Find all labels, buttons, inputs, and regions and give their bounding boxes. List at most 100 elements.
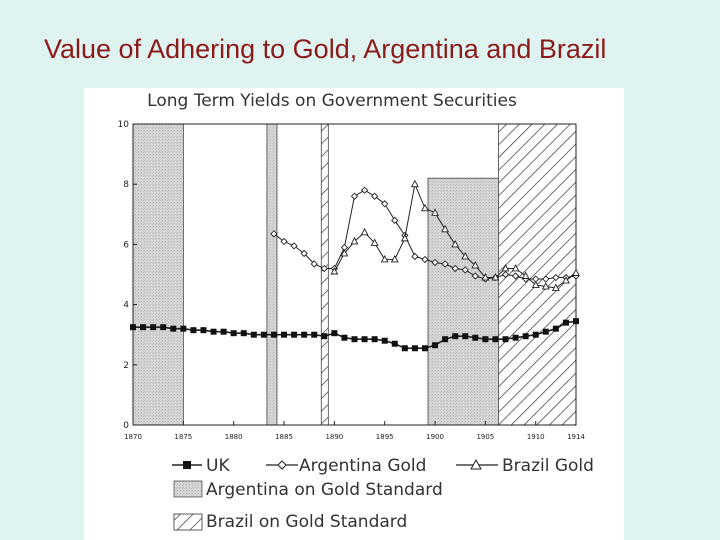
argentina-gold-point bbox=[451, 264, 459, 273]
brazil-gold-point bbox=[531, 280, 540, 288]
uk-point bbox=[472, 334, 479, 341]
x-tick-label: 1895 bbox=[376, 433, 394, 441]
brazil-gold-point bbox=[421, 203, 429, 212]
legend-brazil-marker bbox=[470, 458, 482, 470]
uk-point bbox=[180, 325, 187, 332]
uk-point bbox=[150, 324, 157, 331]
uk-point bbox=[250, 331, 257, 338]
uk-point bbox=[492, 336, 499, 343]
uk-point bbox=[391, 340, 398, 347]
uk-point bbox=[562, 319, 569, 326]
argentina-gold-point bbox=[310, 260, 318, 268]
brazil-gold-point bbox=[350, 236, 359, 245]
y-tick-label: 2 bbox=[123, 361, 129, 371]
argentina-gold-point bbox=[280, 237, 288, 246]
uk-point bbox=[351, 336, 358, 343]
argentina-gold-point bbox=[471, 272, 479, 280]
argentina-gold-point bbox=[461, 266, 469, 274]
x-tick-label: 1900 bbox=[426, 433, 444, 441]
brazil-gold-point bbox=[340, 248, 349, 257]
y-tick-label: 8 bbox=[123, 180, 129, 190]
uk-point bbox=[452, 333, 459, 340]
argentina-gold-point bbox=[431, 258, 439, 267]
uk-point bbox=[361, 336, 368, 343]
chart-figure: Long Term Yields on Government Securitie… bbox=[84, 88, 624, 540]
uk-point bbox=[532, 331, 539, 338]
brazil-gold-point bbox=[481, 273, 490, 281]
brazil-gold-point bbox=[572, 268, 580, 276]
argentina-gold-point bbox=[360, 186, 369, 194]
argentina-gold-point bbox=[501, 270, 510, 279]
argentina-gold-point bbox=[270, 230, 278, 238]
uk-point bbox=[311, 331, 318, 338]
y-tick-label: 10 bbox=[118, 120, 130, 130]
legend-uk-label: UK bbox=[206, 456, 230, 476]
uk-point bbox=[552, 325, 559, 332]
legend-brazil-label: Brazil Gold bbox=[502, 456, 594, 476]
argentina-gold-point bbox=[552, 273, 560, 282]
brazil-gold-point bbox=[360, 227, 369, 236]
argentina-gold-point bbox=[370, 192, 379, 200]
brazil-gold-point bbox=[330, 267, 339, 275]
uk-point bbox=[210, 328, 217, 335]
brazil-gold-point bbox=[501, 264, 510, 272]
uk-point bbox=[462, 333, 469, 340]
y-tick-label: 6 bbox=[123, 240, 129, 250]
legend-argentina-label: Argentina Gold bbox=[299, 456, 426, 476]
brazil-gold-point bbox=[380, 254, 389, 263]
uk-point bbox=[341, 334, 348, 341]
argentina-gold-point bbox=[411, 252, 419, 261]
argentina-gold-point bbox=[542, 275, 550, 283]
uk-point bbox=[331, 330, 338, 337]
uk-point bbox=[542, 328, 549, 335]
x-tick-label: 1870 bbox=[124, 433, 142, 441]
brazil-gold-point bbox=[561, 276, 570, 284]
uk-point bbox=[270, 331, 277, 338]
brazil-gold-point bbox=[471, 261, 480, 269]
argentina-gold-point bbox=[350, 192, 359, 200]
uk-point bbox=[502, 336, 509, 343]
brazil-gold-point bbox=[370, 238, 379, 246]
uk-point bbox=[230, 330, 237, 337]
argentina-gold-point bbox=[381, 200, 389, 208]
legend-argentina-marker bbox=[277, 460, 287, 470]
uk-point bbox=[482, 336, 489, 343]
gold-standard-period-0 bbox=[132, 123, 184, 426]
brazil-gold-point bbox=[551, 283, 560, 291]
x-tick-label: 1885 bbox=[275, 433, 293, 441]
legend-argentina-gold-label: Argentina on Gold Standard bbox=[206, 480, 443, 500]
uk-point bbox=[240, 330, 247, 337]
uk-point bbox=[170, 325, 177, 332]
uk-point bbox=[381, 337, 388, 344]
gold-standard-period-4 bbox=[498, 123, 577, 426]
chart-title: Long Term Yields on Government Securitie… bbox=[147, 91, 517, 111]
argentina-gold-point bbox=[320, 264, 328, 273]
uk-point bbox=[160, 324, 167, 331]
x-tick-label: 1905 bbox=[476, 433, 494, 441]
x-tick-label: 1910 bbox=[527, 433, 545, 441]
uk-point bbox=[220, 328, 227, 335]
x-tick-label: 1875 bbox=[174, 433, 192, 441]
brazil-gold-point bbox=[431, 208, 439, 216]
brazil-gold-point bbox=[491, 273, 500, 281]
x-tick-label: 1914 bbox=[567, 433, 585, 441]
uk-point bbox=[301, 331, 308, 338]
gold-standard-period-2 bbox=[320, 123, 329, 426]
uk-point bbox=[140, 324, 147, 331]
uk-point bbox=[281, 331, 288, 338]
uk-point bbox=[442, 336, 449, 343]
argentina-gold-point bbox=[300, 249, 308, 258]
uk-point bbox=[432, 342, 439, 349]
argentina-gold-point bbox=[391, 216, 399, 224]
x-tick-label: 1890 bbox=[325, 433, 343, 441]
legend-brazil-gold-label: Brazil on Gold Standard bbox=[206, 512, 407, 532]
brazil-gold-point bbox=[451, 239, 460, 248]
brazil-gold-point bbox=[390, 254, 399, 263]
brazil-gold-point bbox=[541, 282, 550, 290]
uk-point bbox=[512, 334, 519, 341]
uk-point bbox=[371, 336, 378, 343]
uk-point bbox=[291, 331, 298, 338]
legend-uk-marker bbox=[183, 461, 191, 469]
uk-point bbox=[411, 345, 418, 352]
brazil-gold-point bbox=[410, 179, 419, 188]
